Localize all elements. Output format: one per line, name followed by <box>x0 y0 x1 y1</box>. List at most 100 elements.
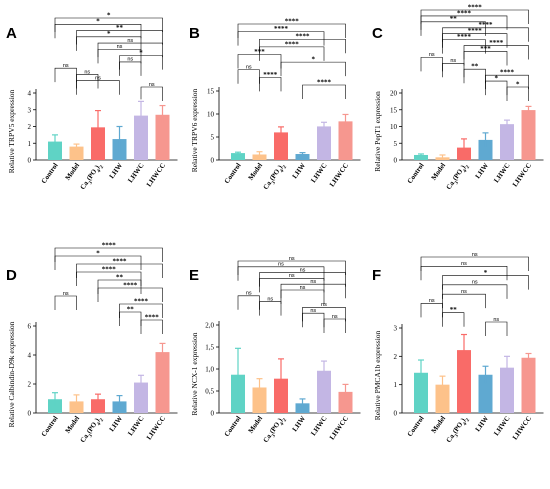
significance-label: * <box>107 11 111 19</box>
significance-bracket <box>76 80 120 95</box>
significance-bracket <box>420 265 508 281</box>
significance-bracket <box>237 266 325 281</box>
significance-label: **** <box>489 39 504 47</box>
x-tick-label: Model <box>64 415 82 435</box>
x-tick-label: LHW <box>474 162 490 181</box>
significance-label: ns <box>461 289 467 295</box>
significance-label: **** <box>296 33 311 41</box>
bar-lhwc <box>317 370 331 413</box>
panel-a: A Relative TRPV5 expression 0 1 2 3 4 Control Mo… <box>6 11 178 192</box>
significance-label: **** <box>457 9 472 17</box>
x-tick-label: Ca3(PO4)2 <box>79 161 105 192</box>
significance-label: ns <box>321 302 327 308</box>
significance-label: ns <box>246 65 252 71</box>
significance-bracket <box>119 61 142 76</box>
significance-label: **** <box>263 71 278 79</box>
significance-bracket <box>140 86 163 101</box>
y-tick-label: 0 <box>211 410 215 418</box>
x-tick-label: Model <box>247 415 265 435</box>
x-tick-label: Control <box>406 162 426 186</box>
panel-b: B Relative TRPV6 expression 0 5 10 15 Control M… <box>189 17 361 191</box>
significance-label: **** <box>102 265 117 273</box>
x-tick-label: LHWCC <box>145 162 167 189</box>
bar-lhw <box>295 403 310 413</box>
bar-lhwcc <box>155 114 170 160</box>
significance-bracket <box>323 318 346 333</box>
significance-label: **** <box>102 241 117 249</box>
significance-label: ns <box>332 314 338 320</box>
significance-bracket <box>97 279 142 294</box>
significance-bracket <box>442 39 486 54</box>
significance-bracket <box>442 275 529 290</box>
bar-lhw <box>478 139 493 160</box>
x-tick-label: LHW <box>108 415 124 434</box>
significance-label: ** <box>450 15 458 23</box>
significance-label: ns <box>149 82 155 88</box>
significance-label: ns <box>461 261 467 267</box>
y-tick-label: 1,5 <box>205 344 214 352</box>
significance-label: *** <box>254 48 265 56</box>
panel-letter: E <box>189 267 199 284</box>
significance-bracket <box>97 49 142 64</box>
bar-lhwc <box>134 115 148 160</box>
significance-label: ns <box>63 291 69 297</box>
significance-bracket <box>76 271 142 286</box>
y-tick-label: 1 <box>394 381 398 389</box>
y-tick-label: 0 <box>394 157 398 165</box>
significance-label: ** <box>116 24 124 32</box>
bar-model <box>69 146 84 160</box>
bar-control <box>414 372 428 413</box>
significance-bracket <box>420 256 529 271</box>
significance-label: ns <box>84 69 90 75</box>
bar-model <box>252 387 267 413</box>
significance-bracket <box>54 255 142 270</box>
bar-control <box>48 141 62 160</box>
significance-bracket <box>237 54 282 69</box>
y-tick-label: 15 <box>207 88 215 96</box>
significance-bracket <box>259 46 325 61</box>
significance-label: **** <box>285 17 300 25</box>
x-tick-label: Control <box>406 415 426 439</box>
x-tick-label: LHWCC <box>145 415 167 442</box>
significance-bracket <box>76 30 163 45</box>
significance-bracket <box>463 45 529 60</box>
y-tick-label: 4 <box>28 352 32 360</box>
significance-label: ns <box>472 252 478 258</box>
significance-label: * <box>312 56 316 64</box>
significance-bracket <box>420 303 443 318</box>
y-tick-label: 4 <box>28 90 32 98</box>
y-tick-label: 2 <box>28 381 32 389</box>
significance-label: **** <box>123 281 138 289</box>
significance-label: ns <box>300 285 306 291</box>
bar-lhwc <box>500 124 514 160</box>
bar-lhwcc <box>338 391 353 413</box>
panel-letter: A <box>6 25 17 42</box>
bar-model <box>435 384 450 413</box>
significance-bracket <box>302 84 346 99</box>
significance-label: **** <box>285 40 300 48</box>
significance-bracket <box>54 247 163 262</box>
bar-control <box>414 154 428 160</box>
significance-bracket <box>97 287 163 302</box>
significance-label: ** <box>127 305 135 313</box>
significance-label: * <box>139 49 143 57</box>
y-tick-label: 2,0 <box>205 322 214 330</box>
x-tick-label: Control <box>40 415 60 439</box>
significance-bracket <box>54 295 77 310</box>
bar-lhw <box>112 401 127 413</box>
panel-letter: C <box>372 25 383 42</box>
significance-bracket <box>442 312 465 327</box>
significance-label: **** <box>317 78 332 86</box>
significance-bracket <box>280 61 346 77</box>
x-tick-label: Ca3(PO4)2 <box>445 414 471 445</box>
y-tick-label: 1,0 <box>205 366 214 374</box>
significance-label: **** <box>274 25 289 33</box>
bar-ca3-po4-2 <box>274 132 288 160</box>
x-tick-label: Control <box>223 162 243 186</box>
bar-lhw <box>295 154 310 160</box>
significance-bracket <box>463 51 508 66</box>
significance-bracket <box>237 23 346 38</box>
y-tick-label: 10 <box>390 123 398 131</box>
bar-lhwc <box>500 367 514 413</box>
